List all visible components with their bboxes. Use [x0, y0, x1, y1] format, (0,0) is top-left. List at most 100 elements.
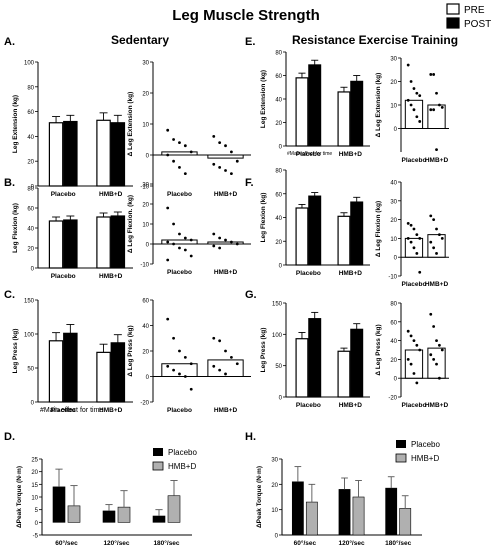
y-axis-label: Leg Extension (kg)	[260, 70, 267, 128]
bar-post	[308, 318, 322, 398]
data-point	[189, 387, 193, 391]
data-point	[218, 141, 222, 145]
footnote-right: #Main effect for time	[287, 151, 332, 157]
bar-pre	[337, 91, 351, 147]
y-axis-label: Leg Flexion (kg)	[260, 193, 267, 243]
y-tick-label: -10	[388, 275, 397, 281]
y-tick-label: 20	[142, 92, 149, 98]
data-point	[412, 339, 416, 342]
data-point	[224, 169, 227, 172]
y-tick-label: 100	[24, 61, 35, 67]
y-tick-label: 0	[394, 127, 398, 133]
data-point	[183, 236, 187, 240]
y-tick-label: 60	[142, 299, 149, 305]
data-point	[440, 348, 444, 352]
data-point	[218, 339, 222, 343]
mean-bar	[207, 359, 244, 377]
y-tick-label: 80	[27, 187, 34, 193]
y-tick-label: 0	[394, 256, 398, 262]
data-point	[406, 329, 410, 333]
data-point	[429, 353, 433, 357]
mean-bar	[207, 154, 244, 159]
y-tick-label: 100	[24, 333, 35, 339]
y-tick-label: 20	[142, 350, 149, 356]
y-tick-label: 80	[275, 51, 282, 57]
x-tick-label: Placebo	[51, 273, 76, 280]
data-point	[412, 372, 416, 375]
legend-hmb-swatch-left	[152, 461, 164, 471]
y-tick-label: 20	[31, 470, 38, 476]
chart-e1: 0 20 40 60 80 Leg Extension (kg) Placebo HMB+D	[260, 51, 370, 158]
y-tick-label: -20	[140, 401, 149, 407]
legend-placebo-label-right: Placebo	[411, 440, 440, 449]
y-tick-label: 30	[390, 57, 397, 63]
bar-pre	[337, 350, 351, 398]
y-axis-label: Δ Leg Extension (kg)	[127, 92, 134, 157]
y-tick-label: 25	[31, 458, 38, 464]
bar-post	[110, 215, 126, 269]
data-point	[432, 73, 436, 76]
data-point	[432, 108, 436, 112]
y-tick-label: -10	[140, 263, 149, 269]
y-tick-label: 20	[275, 240, 282, 246]
y-axis-label: Leg Flexion (kg)	[12, 203, 19, 253]
mean-bar	[161, 239, 198, 245]
y-tick-label: 30	[390, 199, 397, 205]
y-tick-label: -5	[33, 534, 39, 540]
data-point	[415, 91, 419, 95]
x-tick-label: 60°/sec	[294, 539, 317, 547]
data-point	[435, 148, 438, 152]
bar-placebo	[338, 489, 351, 536]
data-point	[218, 246, 222, 250]
y-tick-label: 10	[31, 496, 38, 502]
data-point	[172, 138, 175, 141]
data-point	[230, 355, 233, 359]
data-point	[412, 108, 416, 112]
data-point	[224, 372, 227, 376]
data-point	[212, 162, 216, 166]
data-point	[178, 232, 181, 236]
y-tick-label: 0	[279, 396, 283, 402]
x-tick-label: HMB+D	[99, 191, 123, 198]
x-tick-label: HMB+D	[425, 402, 449, 409]
mean-bar	[427, 104, 446, 129]
y-tick-label: 20	[390, 218, 397, 224]
panel-letter-h: H.	[245, 431, 256, 443]
y-tick-label: 20	[390, 80, 397, 86]
data-point	[438, 343, 441, 347]
panel-letter-c: C.	[4, 289, 15, 301]
y-tick-label: 150	[272, 302, 283, 308]
data-point	[440, 237, 444, 240]
mean-bar	[207, 241, 244, 245]
legend-hmb-label-right: HMB+D	[411, 454, 439, 463]
x-tick-label: 180°/sec	[153, 539, 179, 547]
bar-pre	[96, 119, 111, 187]
data-point	[406, 237, 410, 240]
data-point	[438, 376, 441, 380]
data-point	[224, 238, 227, 242]
data-point	[172, 368, 175, 372]
data-point	[189, 150, 193, 154]
y-tick-label: 0	[279, 145, 283, 151]
bar-placebo	[152, 515, 166, 523]
y-tick-label: 30	[142, 183, 149, 189]
data-point	[230, 150, 233, 154]
data-point	[438, 233, 441, 237]
x-tick-label: HMB+D	[425, 157, 449, 164]
y-tick-label: -10	[140, 185, 149, 191]
data-point	[435, 227, 438, 231]
y-tick-label: 20	[27, 160, 34, 166]
y-tick-label: 60	[275, 192, 282, 198]
data-point	[429, 240, 433, 244]
mean-bar	[161, 363, 198, 377]
data-point	[432, 358, 436, 361]
chart-f2: -10 0 10 20 30 40 Δ Leg Flexion (kg) PlaceboHMB…	[375, 181, 449, 288]
y-tick-label: 40	[390, 339, 397, 345]
panel-letter-f: F.	[245, 177, 254, 189]
data-point	[183, 172, 187, 176]
legend-hmb-swatch-right	[395, 453, 407, 463]
data-point	[409, 362, 413, 366]
y-tick-label: 40	[275, 216, 282, 222]
bar-post	[350, 80, 364, 147]
x-tick-label: Placebo	[401, 157, 426, 164]
